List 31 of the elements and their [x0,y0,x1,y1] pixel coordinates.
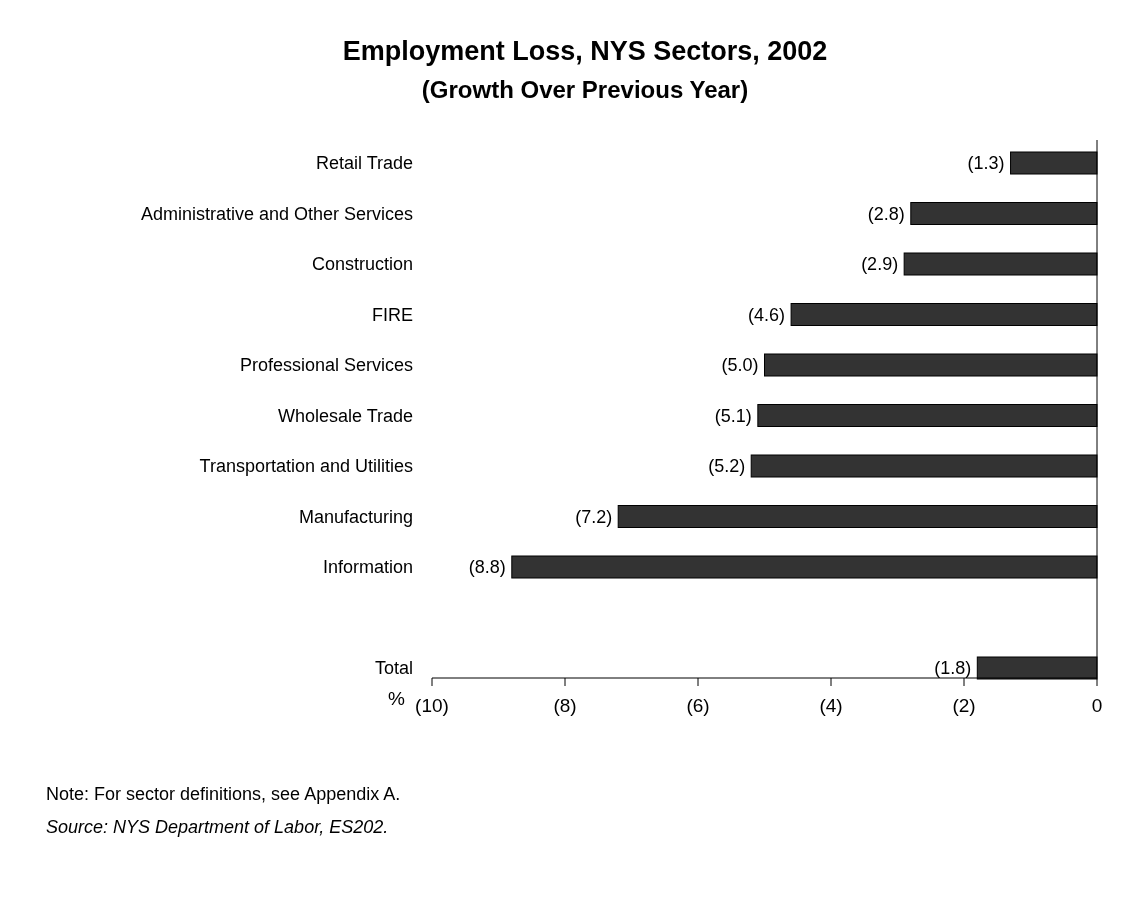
x-tick-label: (4) [819,694,843,716]
y-tick-label: Administrative and Other Services [140,203,413,224]
y-tick-label: FIRE [371,304,413,325]
y-tick-label: Retail Trade [315,153,413,174]
x-tick-label: (8) [553,694,577,716]
x-axis-title: % [388,687,406,709]
text: Note: For sector definitions, see Appendix A. [46,784,401,804]
y-tick-label: Total [374,658,413,679]
y-tick-label: Wholesale Trade [277,405,413,426]
x-tick-label: (10) [415,694,449,716]
data-label: (5.1) [714,405,752,426]
data-label: (7.2) [575,506,613,527]
x-tick-label: 0 [1091,694,1103,716]
chart-title: Employment Loss, NYS Sectors, 2002 [342,36,828,66]
data-label: (5.0) [721,355,759,376]
y-tick-label: Manufacturing [298,506,413,527]
y-tick-label: Information [322,557,413,578]
y-tick-label: Transportation and Utilities [199,456,413,477]
data-label: (2.9) [861,254,899,275]
y-tick-label: Construction [311,254,413,275]
data-label: (2.8) [867,203,905,224]
data-label: (8.8) [468,557,506,578]
chart-subtitle: (Growth Over Previous Year) [421,76,749,103]
data-label: (5.2) [708,456,746,477]
x-tick-label: (2) [952,694,976,716]
x-tick-label: (6) [686,694,710,716]
data-label: (1.3) [967,153,1005,174]
data-label: (4.6) [748,304,786,325]
source-note: Source: NYS Department of Labor, ES202. [46,817,389,837]
y-tick-label: Professional Services [239,355,413,376]
data-label: (1.8) [934,658,972,679]
